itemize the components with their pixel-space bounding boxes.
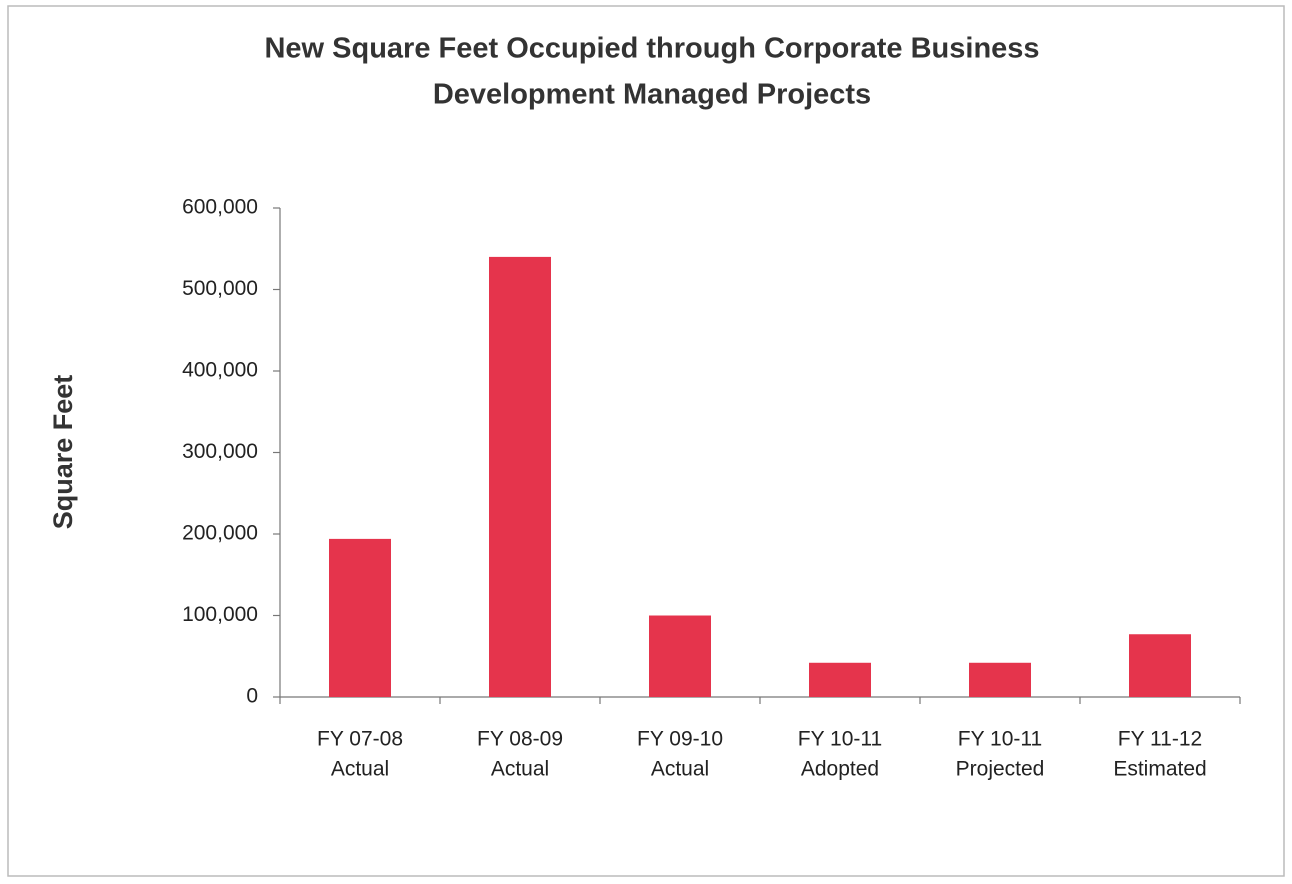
y-tick-label: 0 — [246, 685, 258, 708]
x-tick-label: FY 10-11 — [958, 728, 1042, 751]
x-tick-label: FY 08-09 — [477, 728, 563, 751]
bar — [809, 662, 871, 697]
chart-title: Development Managed Projects — [433, 79, 871, 111]
bar — [1129, 634, 1191, 697]
x-tick-label: FY 09-10 — [637, 728, 723, 751]
chart-title: New Square Feet Occupied through Corpora… — [264, 33, 1039, 65]
bar — [489, 256, 551, 697]
x-tick-label: Actual — [491, 758, 549, 781]
x-tick-label: FY 07-08 — [317, 728, 403, 751]
y-tick-label: 600,000 — [182, 196, 258, 219]
bar — [329, 538, 391, 697]
y-axis-label: Square Feet — [48, 375, 78, 530]
y-tick-label: 300,000 — [182, 440, 258, 463]
x-tick-label: Actual — [331, 758, 389, 781]
x-tick-label: Actual — [651, 758, 709, 781]
bar — [649, 615, 711, 697]
x-tick-label: FY 10-11 — [798, 728, 882, 751]
y-tick-label: 100,000 — [182, 603, 258, 626]
x-tick-label: Projected — [956, 758, 1045, 781]
x-tick-label: Adopted — [801, 758, 879, 781]
chart-frame — [7, 5, 1285, 877]
x-tick-label: Estimated — [1113, 758, 1206, 781]
y-tick-label: 400,000 — [182, 359, 258, 382]
x-tick-label: FY 11-12 — [1118, 728, 1202, 751]
y-tick-label: 500,000 — [182, 277, 258, 300]
bar — [969, 662, 1031, 697]
y-tick-label: 200,000 — [182, 522, 258, 545]
